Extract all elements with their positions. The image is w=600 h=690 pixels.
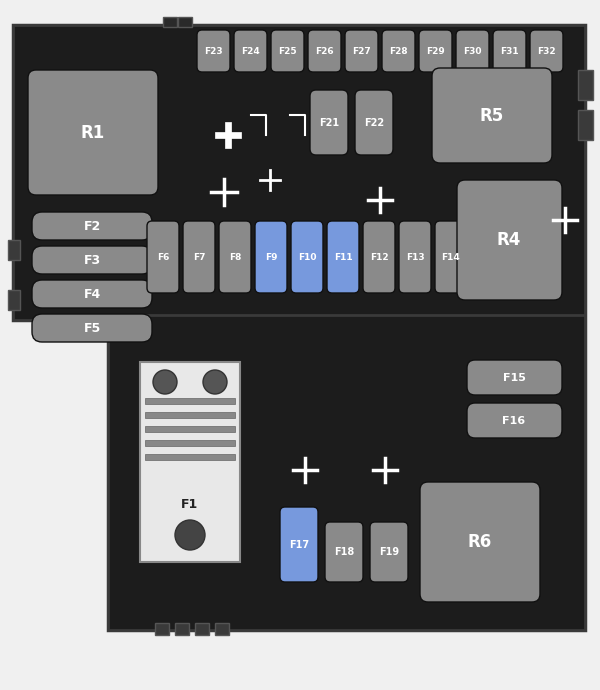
Bar: [145, 454, 235, 460]
Text: F5: F5: [83, 322, 101, 335]
FancyBboxPatch shape: [467, 403, 562, 438]
Text: F15: F15: [503, 373, 526, 383]
Text: R6: R6: [468, 533, 492, 551]
Text: F3: F3: [83, 253, 101, 266]
FancyBboxPatch shape: [32, 280, 152, 308]
FancyBboxPatch shape: [32, 246, 152, 274]
Text: F8: F8: [229, 253, 241, 262]
Text: F6: F6: [157, 253, 169, 262]
Bar: [8, 290, 20, 310]
Bar: [163, 17, 177, 27]
Polygon shape: [13, 25, 585, 630]
Text: F11: F11: [334, 253, 352, 262]
FancyBboxPatch shape: [399, 221, 431, 293]
Bar: [145, 426, 235, 432]
Text: F28: F28: [389, 46, 408, 55]
Text: F2: F2: [83, 219, 101, 233]
Circle shape: [153, 370, 177, 394]
FancyBboxPatch shape: [291, 221, 323, 293]
Text: F23: F23: [204, 46, 223, 55]
Bar: [215, 132, 241, 138]
FancyBboxPatch shape: [370, 522, 408, 582]
Text: F14: F14: [442, 253, 460, 262]
FancyBboxPatch shape: [234, 30, 267, 72]
FancyBboxPatch shape: [327, 221, 359, 293]
Text: F12: F12: [370, 253, 388, 262]
FancyBboxPatch shape: [432, 68, 552, 163]
Text: R4: R4: [497, 231, 521, 249]
FancyBboxPatch shape: [456, 30, 489, 72]
FancyBboxPatch shape: [493, 30, 526, 72]
Text: F24: F24: [241, 46, 260, 55]
FancyBboxPatch shape: [271, 30, 304, 72]
Text: F25: F25: [278, 46, 297, 55]
Text: F16: F16: [502, 416, 526, 426]
Bar: [215, 623, 229, 635]
Text: F17: F17: [289, 540, 309, 550]
FancyBboxPatch shape: [28, 70, 158, 195]
Text: F1: F1: [181, 498, 199, 511]
Bar: [578, 110, 593, 140]
Text: F10: F10: [298, 253, 316, 262]
Text: F30: F30: [463, 46, 482, 55]
Bar: [145, 398, 235, 404]
Text: F32: F32: [537, 46, 556, 55]
Bar: [178, 17, 192, 27]
FancyBboxPatch shape: [419, 30, 452, 72]
Bar: [140, 362, 240, 562]
Text: F31: F31: [500, 46, 519, 55]
FancyBboxPatch shape: [467, 360, 562, 395]
Text: F21: F21: [319, 117, 339, 128]
Text: F27: F27: [352, 46, 371, 55]
Text: F19: F19: [379, 547, 399, 557]
FancyBboxPatch shape: [530, 30, 563, 72]
FancyBboxPatch shape: [420, 482, 540, 602]
FancyBboxPatch shape: [363, 221, 395, 293]
Circle shape: [203, 370, 227, 394]
FancyBboxPatch shape: [345, 30, 378, 72]
FancyBboxPatch shape: [457, 180, 562, 300]
FancyBboxPatch shape: [255, 221, 287, 293]
FancyBboxPatch shape: [310, 90, 348, 155]
Text: R5: R5: [480, 107, 504, 125]
Bar: [8, 240, 20, 260]
Bar: [195, 623, 209, 635]
FancyBboxPatch shape: [147, 221, 179, 293]
Text: F22: F22: [364, 117, 384, 128]
FancyBboxPatch shape: [355, 90, 393, 155]
Bar: [145, 412, 235, 418]
Bar: [108, 315, 585, 630]
FancyBboxPatch shape: [197, 30, 230, 72]
FancyBboxPatch shape: [325, 522, 363, 582]
Bar: [175, 623, 189, 635]
FancyBboxPatch shape: [435, 221, 467, 293]
Text: F4: F4: [83, 288, 101, 301]
FancyBboxPatch shape: [280, 507, 318, 582]
Circle shape: [175, 520, 205, 550]
Bar: [225, 122, 231, 148]
Bar: [13, 25, 585, 320]
Bar: [578, 70, 593, 100]
Text: F18: F18: [334, 547, 354, 557]
FancyBboxPatch shape: [308, 30, 341, 72]
Text: F26: F26: [315, 46, 334, 55]
Text: F9: F9: [265, 253, 277, 262]
Text: F13: F13: [406, 253, 424, 262]
Text: F7: F7: [193, 253, 205, 262]
FancyBboxPatch shape: [219, 221, 251, 293]
Bar: [145, 440, 235, 446]
FancyBboxPatch shape: [32, 212, 152, 240]
Bar: [155, 623, 169, 635]
FancyBboxPatch shape: [382, 30, 415, 72]
Text: R1: R1: [81, 124, 105, 142]
FancyBboxPatch shape: [183, 221, 215, 293]
Text: F29: F29: [426, 46, 445, 55]
FancyBboxPatch shape: [32, 314, 152, 342]
